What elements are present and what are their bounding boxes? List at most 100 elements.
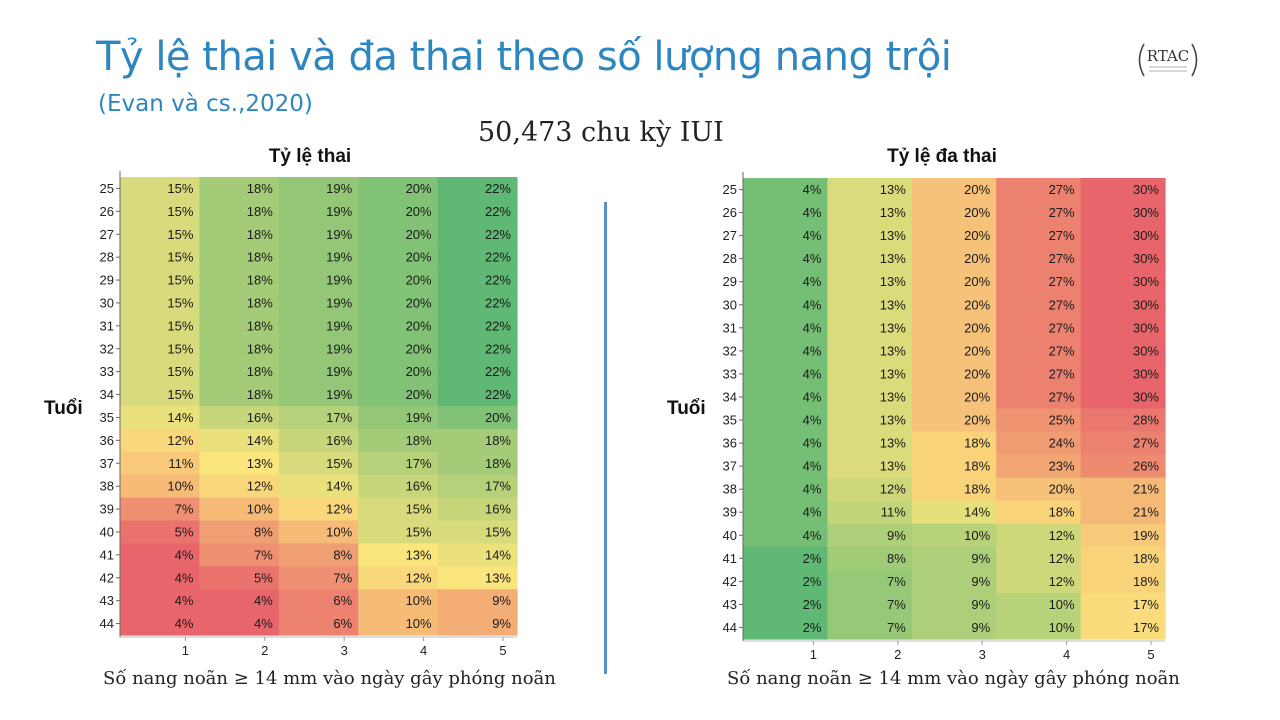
preg-value-label: 22% xyxy=(485,364,511,379)
multi-y-tick-label: 37 xyxy=(723,459,737,474)
preg-y-tick-label: 39 xyxy=(100,502,114,517)
preg-cell-r35-c5 xyxy=(437,406,518,430)
preg-y-tick-label: 32 xyxy=(100,341,114,356)
multi-cell-r25-c4 xyxy=(996,178,1082,202)
multi-cell-r40-c3 xyxy=(911,523,997,548)
preg-value-label: 13% xyxy=(406,547,432,562)
multi-value-label: 25% xyxy=(1049,413,1075,428)
multi-value-label: 4% xyxy=(803,413,822,428)
multi-value-label: 20% xyxy=(964,182,990,197)
preg-cell-r35-c3 xyxy=(278,406,359,430)
preg-cell-r40-c2 xyxy=(199,520,280,544)
preg-value-label: 18% xyxy=(247,387,273,402)
multi-cell-r42-c2 xyxy=(827,569,913,594)
preg-cell-r41-c5 xyxy=(437,543,518,567)
preg-value-label: 18% xyxy=(247,341,273,356)
multi-x-tick-label: 3 xyxy=(979,647,986,662)
preg-cell-r28-c5 xyxy=(437,245,518,270)
multi-value-label: 20% xyxy=(964,297,990,312)
multi-value-label: 27% xyxy=(1049,320,1075,335)
multi-cell-r34-c4 xyxy=(996,385,1082,410)
multi-x-tick-label: 1 xyxy=(810,647,817,662)
multi-value-label: 26% xyxy=(1133,459,1159,474)
multi-cell-r36-c4 xyxy=(996,431,1082,456)
preg-y-tick-label: 34 xyxy=(100,387,114,402)
preg-value-label: 15% xyxy=(406,502,432,517)
preg-cell-r42-c1 xyxy=(120,566,200,590)
preg-value-label: 10% xyxy=(247,502,273,517)
multi-cell-r27-c1 xyxy=(743,224,828,248)
preg-value-label: 6% xyxy=(333,593,352,608)
preg-cell-r43-c4 xyxy=(358,589,439,613)
preg-cell-r38-c3 xyxy=(278,474,359,499)
preg-value-label: 7% xyxy=(333,570,352,585)
preg-value-label: 12% xyxy=(406,570,432,585)
preg-cell-r28-c2 xyxy=(199,245,280,270)
preg-value-label: 12% xyxy=(167,433,193,448)
multi-value-label: 13% xyxy=(880,366,906,381)
preg-y-tick-label: 44 xyxy=(100,616,114,631)
preg-cell-r29-c2 xyxy=(199,268,280,293)
multi-value-label: 19% xyxy=(1133,528,1159,543)
multi-value-label: 13% xyxy=(880,320,906,335)
pregnancy-rate-heatmap: 15% 18% 19% 20% 22%15% 18% 19% 20% 22%15% 18% 19% 2… xyxy=(100,171,518,658)
multi-value-label: 20% xyxy=(964,228,990,243)
preg-cell-r27-c4 xyxy=(358,222,439,247)
multi-value-label: 4% xyxy=(803,297,822,312)
preg-cell-r37-c4 xyxy=(358,451,439,476)
preg-cell-r32-c1 xyxy=(120,337,200,361)
preg-value-label: 18% xyxy=(247,181,273,196)
multi-value-label: 27% xyxy=(1133,436,1159,451)
multi-value-label: 4% xyxy=(803,251,822,266)
multi-cell-r37-c2 xyxy=(827,454,913,479)
multi-value-label: 30% xyxy=(1133,366,1159,381)
preg-value-label: 15% xyxy=(326,456,352,471)
preg-value-label: 22% xyxy=(485,318,511,333)
preg-value-label: 15% xyxy=(167,341,193,356)
preg-value-label: 18% xyxy=(485,433,511,448)
multi-cell-r34-c3 xyxy=(911,385,997,410)
preg-cell-r34-c2 xyxy=(199,383,280,407)
preg-value-label: 19% xyxy=(406,410,432,425)
preg-cell-r43-c3 xyxy=(278,589,359,613)
preg-value-label: 6% xyxy=(333,616,352,631)
multi-cell-r30-c3 xyxy=(911,293,997,317)
multi-value-label: 9% xyxy=(971,597,990,612)
multi-cell-r32-c2 xyxy=(827,339,913,363)
multi-value-label: 30% xyxy=(1133,228,1159,243)
preg-cell-r25-c4 xyxy=(358,177,439,201)
multi-cell-r37-c5 xyxy=(1080,454,1166,479)
multi-value-label: 9% xyxy=(887,528,906,543)
preg-value-label: 16% xyxy=(247,410,273,425)
multi-value-label: 20% xyxy=(964,274,990,289)
preg-value-label: 10% xyxy=(167,479,193,494)
multi-cell-r27-c2 xyxy=(827,224,913,248)
multi-y-tick-label: 29 xyxy=(723,274,737,289)
multi-cell-r40-c1 xyxy=(743,523,828,548)
multi-value-label: 2% xyxy=(803,620,822,635)
multi-value-label: 18% xyxy=(964,459,990,474)
pregnancy-x-axis-label: Số nang noãn ≥ 14 mm vào ngày gây phóng … xyxy=(103,668,556,689)
preg-cell-r25-c3 xyxy=(278,177,359,201)
multi-value-label: 18% xyxy=(1049,505,1075,520)
multi-value-label: 7% xyxy=(887,620,906,635)
multi-value-label: 27% xyxy=(1049,366,1075,381)
preg-value-label: 4% xyxy=(175,547,194,562)
multi-cell-r40-c2 xyxy=(827,523,913,548)
preg-value-label: 19% xyxy=(326,227,352,242)
multi-value-label: 4% xyxy=(803,366,822,381)
preg-cell-r44-c3 xyxy=(278,612,359,636)
preg-cell-r27-c5 xyxy=(437,222,518,247)
preg-value-label: 20% xyxy=(406,204,432,219)
preg-value-label: 19% xyxy=(326,295,352,310)
multi-value-label: 27% xyxy=(1049,297,1075,312)
preg-y-tick-label: 41 xyxy=(100,547,114,562)
multi-value-label: 12% xyxy=(1049,574,1075,589)
preg-cell-r25-c1 xyxy=(120,177,200,201)
multi-value-label: 30% xyxy=(1133,251,1159,266)
preg-cell-r36-c2 xyxy=(199,428,280,453)
multi-y-tick-label: 25 xyxy=(723,182,737,197)
multi-y-tick-label: 34 xyxy=(723,389,737,404)
preg-cell-r29-c1 xyxy=(120,268,200,293)
multi-cell-r29-c1 xyxy=(743,270,828,294)
